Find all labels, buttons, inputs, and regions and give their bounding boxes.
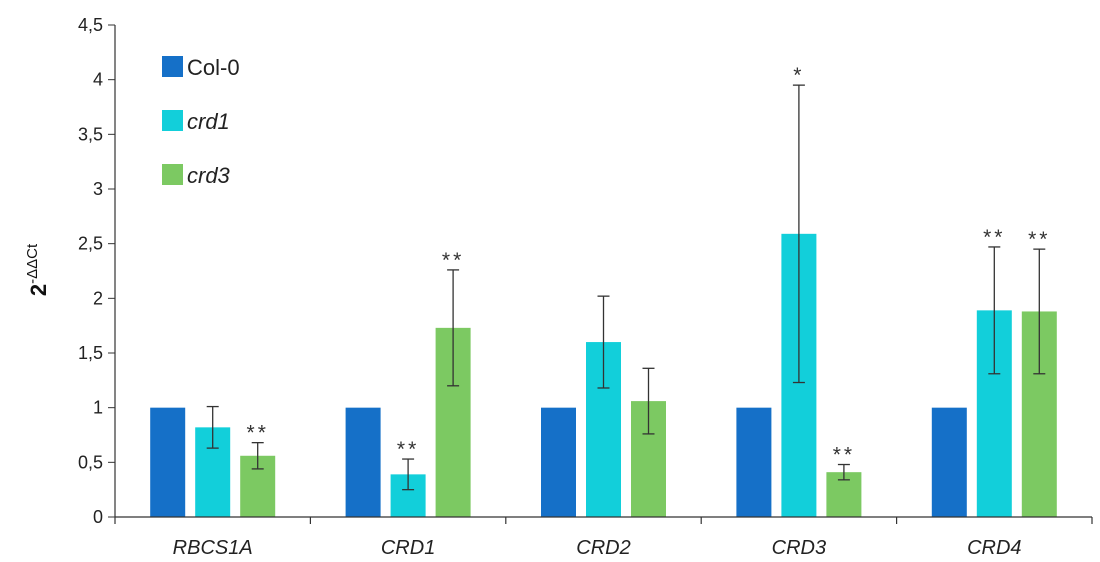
x-category-label: RBCS1A: [173, 537, 253, 559]
y-tick-label: 3,5: [78, 124, 103, 144]
legend: Col-0 crd1 crd3: [162, 55, 240, 188]
y-axis-label: 2-ΔΔCt: [24, 243, 51, 296]
x-category-label: CRD3: [772, 537, 826, 559]
legend-label: Col-0: [187, 55, 240, 80]
legend-swatch-crd3: [162, 164, 183, 185]
y-tick-label: 2: [93, 288, 103, 308]
bar-Col-0-CRD1: [345, 407, 381, 517]
significance-marker: **: [247, 422, 269, 445]
x-category-label: CRD2: [576, 537, 630, 559]
bar-Col-0-CRD4: [931, 407, 967, 517]
y-tick-label: 1,5: [78, 343, 103, 363]
bar-Col-0-CRD2: [541, 407, 576, 517]
y-tick-label: 0: [93, 507, 103, 527]
y-tick-label: 4,5: [78, 15, 103, 35]
y-tick-label: 3: [93, 179, 103, 199]
significance-marker: **: [833, 444, 855, 467]
y-axis-title: 2-ΔΔCt: [24, 243, 51, 296]
error-bars-layer: [206, 84, 1046, 491]
legend-swatch-Col-0: [162, 56, 183, 77]
significance-marker: **: [442, 249, 464, 272]
x-axis-categories: RBCS1A CRD1 CRD2 CRD3 CRD4: [173, 537, 1022, 559]
significance-layer: *********** **: [247, 64, 1050, 467]
legend-swatch-crd1: [162, 110, 183, 131]
significance-marker: **: [983, 226, 1005, 249]
legend-label: crd1: [187, 109, 230, 134]
bar-Col-0-RBCS1A: [150, 407, 186, 517]
significance-marker: **: [1028, 228, 1050, 251]
y-tick-label: 4: [93, 70, 103, 90]
y-tick-label: 1: [93, 398, 103, 418]
significance-marker: **: [397, 438, 419, 461]
axes-layer: [114, 25, 1093, 524]
legend-label: crd3: [187, 163, 231, 188]
bars-layer: [150, 233, 1057, 517]
x-category-label: CRD1: [381, 537, 435, 559]
bar-Col-0-CRD3: [736, 407, 772, 517]
x-category-label: CRD4: [967, 537, 1021, 559]
significance-marker: *: [793, 64, 804, 87]
y-axis-label-base: 2: [26, 284, 51, 296]
y-tick-label: 0,5: [78, 452, 103, 472]
y-axis-label-superscript: -ΔΔCt: [24, 243, 41, 284]
y-tick-label: 2,5: [78, 234, 103, 254]
y-axis-ticks: 0 0,5 1 1,5 2 2,5 3 3,5 4 4,5: [78, 15, 115, 527]
